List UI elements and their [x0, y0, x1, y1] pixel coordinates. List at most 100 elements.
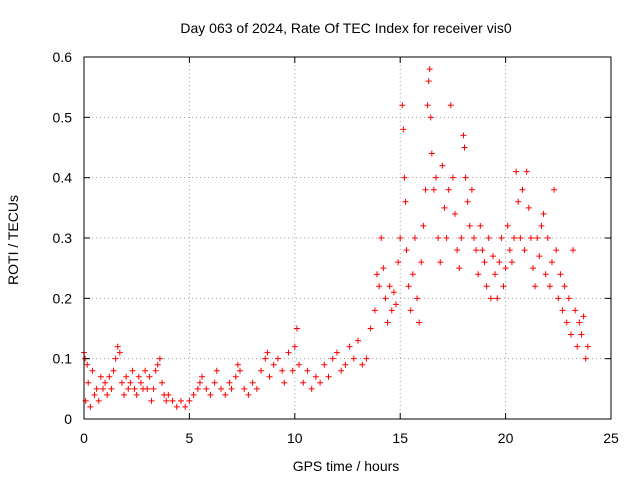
data-point — [532, 283, 539, 290]
data-point — [565, 295, 572, 302]
data-point — [142, 367, 149, 374]
data-point — [104, 391, 111, 398]
data-point — [435, 235, 442, 241]
data-point — [91, 391, 98, 398]
data-point — [121, 391, 128, 398]
data-point — [165, 391, 172, 398]
data-point — [232, 373, 239, 380]
data-point — [325, 373, 332, 380]
data-point — [481, 259, 488, 266]
data-point — [430, 186, 437, 193]
data-point — [461, 144, 468, 151]
data-point — [479, 247, 486, 254]
data-point — [378, 235, 385, 241]
data-point — [504, 222, 511, 229]
data-point — [390, 289, 397, 296]
data-point — [374, 271, 381, 278]
y-tick-label: 0.3 — [53, 230, 73, 246]
data-point — [87, 403, 94, 410]
data-point — [447, 102, 454, 109]
data-point — [513, 168, 520, 175]
data-point — [475, 271, 482, 278]
data-point — [506, 247, 513, 254]
data-point — [342, 361, 349, 368]
data-point — [492, 271, 499, 278]
data-point — [426, 66, 433, 73]
data-point — [312, 373, 319, 380]
data-point — [416, 319, 423, 326]
data-point — [131, 385, 138, 392]
data-point — [102, 379, 109, 386]
data-point — [116, 349, 123, 356]
data-point — [123, 373, 130, 380]
data-point — [169, 397, 176, 404]
data-point — [99, 385, 106, 392]
data-point — [437, 259, 444, 266]
data-point — [536, 253, 543, 260]
data-point — [427, 114, 434, 121]
data-point — [359, 361, 366, 368]
data-point — [222, 391, 229, 398]
data-point — [401, 174, 408, 181]
data-point — [470, 235, 477, 241]
data-point — [264, 349, 271, 356]
data-point — [515, 198, 522, 205]
data-points — [81, 66, 591, 410]
x-tick-label: 25 — [603, 430, 619, 446]
data-point — [234, 361, 241, 368]
data-point — [441, 204, 448, 211]
data-point — [338, 367, 345, 374]
data-point — [118, 379, 125, 386]
data-point — [135, 373, 142, 380]
data-point — [388, 307, 395, 314]
data-point — [578, 331, 585, 338]
data-point — [382, 295, 389, 302]
data-point — [473, 247, 480, 254]
data-point — [84, 361, 91, 368]
data-point — [428, 150, 435, 157]
chart-title: Day 063 of 2024, Rate Of TEC Index for r… — [180, 20, 511, 36]
data-point — [500, 283, 507, 290]
data-point — [106, 373, 113, 380]
data-point — [190, 391, 197, 398]
data-point — [433, 174, 440, 181]
data-point — [186, 397, 193, 404]
data-point — [152, 367, 159, 374]
data-point — [582, 355, 589, 362]
data-point — [321, 361, 328, 368]
data-point — [407, 307, 414, 314]
y-tick-labels: 0 0.1 0.2 0.3 0.4 0.5 0.6 — [53, 49, 73, 427]
data-point — [452, 210, 459, 217]
data-point — [485, 235, 492, 241]
data-point — [363, 355, 370, 362]
data-point — [285, 349, 292, 356]
data-point — [454, 247, 461, 254]
data-point — [355, 337, 362, 344]
data-point — [127, 379, 134, 386]
data-point — [304, 367, 311, 374]
data-point — [409, 271, 416, 278]
data-point — [400, 126, 407, 133]
data-point — [218, 385, 225, 392]
y-tick-label: 0.2 — [53, 290, 73, 306]
data-point — [414, 295, 421, 302]
data-point — [89, 367, 96, 374]
data-point — [125, 385, 132, 392]
data-point — [262, 355, 269, 362]
data-point — [266, 373, 273, 380]
data-point — [346, 343, 353, 350]
data-point — [228, 385, 235, 392]
data-point — [418, 259, 425, 266]
data-point — [498, 235, 505, 241]
data-point — [376, 283, 383, 290]
data-point — [445, 186, 452, 193]
x-tick-label: 20 — [498, 430, 514, 446]
data-point — [559, 307, 566, 314]
x-tick-label: 10 — [287, 430, 303, 446]
data-point — [511, 235, 518, 241]
data-point — [477, 222, 484, 229]
data-point — [386, 283, 393, 290]
data-point — [199, 373, 206, 380]
data-point — [521, 247, 528, 254]
